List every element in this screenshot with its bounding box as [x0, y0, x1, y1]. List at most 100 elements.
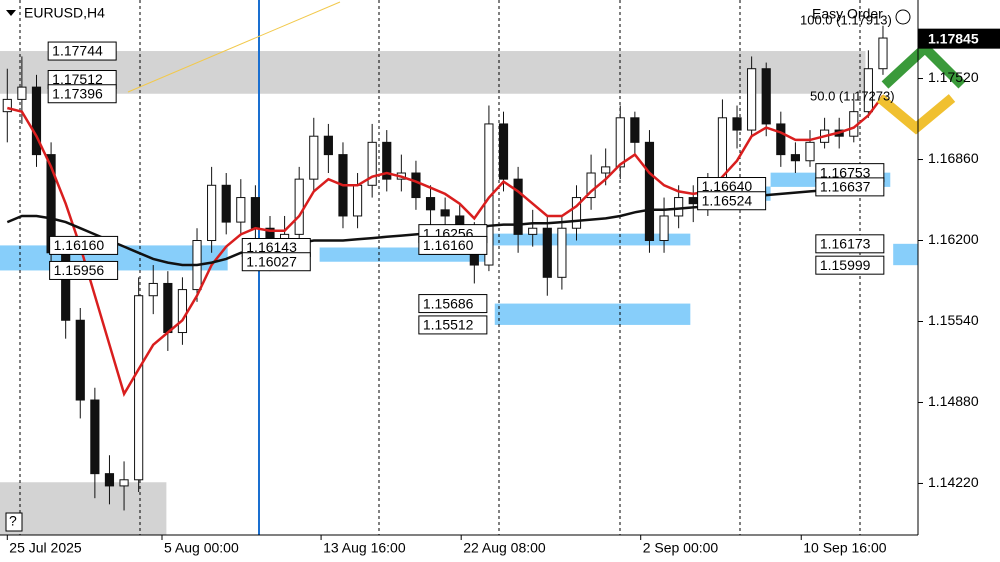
candle-body	[250, 197, 260, 229]
level-label: 1.16160	[54, 237, 105, 253]
candle-body	[674, 197, 684, 217]
candle-body	[542, 227, 552, 278]
candle-body	[586, 172, 596, 199]
candle-body	[878, 37, 888, 70]
candle-body	[236, 197, 246, 223]
level-label-box	[47, 41, 117, 61]
candle-body	[2, 98, 12, 113]
current-price-box	[918, 28, 1000, 49]
overlay-level: 50.0 (1.17273)	[810, 88, 895, 103]
logo-yellow	[876, 94, 956, 135]
level-label: 1.16143	[246, 239, 297, 255]
zone	[494, 303, 691, 325]
level-label: 1.16524	[702, 192, 753, 208]
zone	[490, 233, 691, 246]
level-label-box	[418, 235, 488, 255]
candle-body	[644, 141, 655, 242]
candle-body	[805, 141, 815, 162]
level-label-box	[815, 234, 885, 254]
candle-body	[863, 68, 873, 113]
level-label-box	[241, 252, 311, 272]
candle-body	[17, 86, 27, 100]
candle-body	[615, 117, 625, 168]
overlay-icon	[895, 9, 911, 25]
level-label-box	[418, 315, 488, 335]
candle-body	[571, 197, 582, 229]
level-label: 1.15512	[423, 317, 474, 333]
candle-body	[601, 166, 611, 174]
x-tick-label: 2 Sep 00:00	[643, 540, 719, 556]
candle-body	[323, 135, 333, 156]
level-label-box	[815, 255, 885, 275]
x-tick-label: 25 Jul 2025	[9, 540, 82, 556]
level-label-box	[49, 235, 119, 255]
candle-body	[659, 215, 669, 242]
overlay-level: 100.0 (1.17913)	[800, 12, 892, 27]
level-label: 1.16637	[820, 179, 871, 195]
zone	[0, 51, 866, 94]
candle-body	[31, 86, 42, 156]
candle-body	[177, 289, 188, 334]
candle-body	[761, 68, 771, 125]
help-icon[interactable]: ?	[9, 513, 17, 529]
candle-body	[513, 178, 523, 235]
candle-body	[630, 117, 640, 143]
y-tick-label: 1.16200	[928, 231, 979, 247]
candle-body	[790, 154, 800, 162]
candle-body	[104, 473, 115, 487]
trend-line	[127, 1, 341, 93]
candle-body	[163, 282, 173, 334]
candle-body	[75, 319, 85, 401]
zone-box	[0, 482, 167, 535]
level-label-box	[49, 260, 119, 280]
y-tick-label: 1.15540	[928, 312, 979, 328]
level-label: 1.15956	[54, 262, 105, 278]
y-tick-label: 1.17520	[928, 69, 979, 85]
candle-body	[732, 117, 742, 131]
x-tick-label: 5 Aug 00:00	[164, 540, 239, 556]
level-label: 1.16753	[820, 164, 871, 180]
level-label: 1.15686	[423, 295, 474, 311]
zone	[893, 243, 918, 266]
level-label: 1.16027	[246, 253, 297, 269]
candle-body	[557, 227, 567, 278]
candle-body	[90, 399, 100, 475]
level-label: 1.17396	[52, 85, 103, 101]
candle-body	[425, 197, 436, 211]
y-tick-label: 1.14880	[928, 393, 979, 409]
candle-body	[309, 135, 319, 180]
overlay-title: Easy Order	[812, 6, 883, 22]
candle-body	[294, 178, 304, 235]
level-label-box	[47, 84, 117, 104]
level-label-box	[418, 294, 488, 314]
y-tick-label: 1.14220	[928, 474, 979, 490]
level-label: 1.17744	[52, 43, 103, 59]
candle-body	[119, 479, 129, 487]
candle-body	[747, 68, 757, 131]
level-label: 1.16640	[702, 178, 753, 194]
candle-body	[688, 197, 698, 205]
candle-body	[352, 184, 363, 217]
candle-body	[382, 141, 392, 180]
candle-body	[148, 282, 158, 297]
level-label-box	[815, 177, 885, 197]
candle-body	[367, 141, 377, 186]
candle-body	[411, 172, 421, 199]
x-tick-label: 13 Aug 16:00	[323, 540, 406, 556]
candle-body	[440, 209, 450, 217]
level-label: 1.16173	[820, 236, 871, 252]
candle-body	[134, 295, 144, 481]
candle-body	[776, 123, 786, 156]
x-tick-label: 10 Sep 16:00	[803, 540, 887, 556]
level-label: 1.15999	[820, 257, 871, 273]
chart-title: EURUSD,H4	[24, 5, 105, 21]
x-tick-label: 22 Aug 08:00	[463, 540, 546, 556]
y-tick-label: 1.16860	[928, 150, 979, 166]
candle-body	[498, 123, 509, 180]
candle-body	[221, 184, 231, 223]
menu-arrow[interactable]	[6, 10, 16, 16]
candle-body	[528, 227, 538, 235]
level-label-box	[697, 191, 767, 211]
help-button[interactable]	[5, 512, 23, 532]
